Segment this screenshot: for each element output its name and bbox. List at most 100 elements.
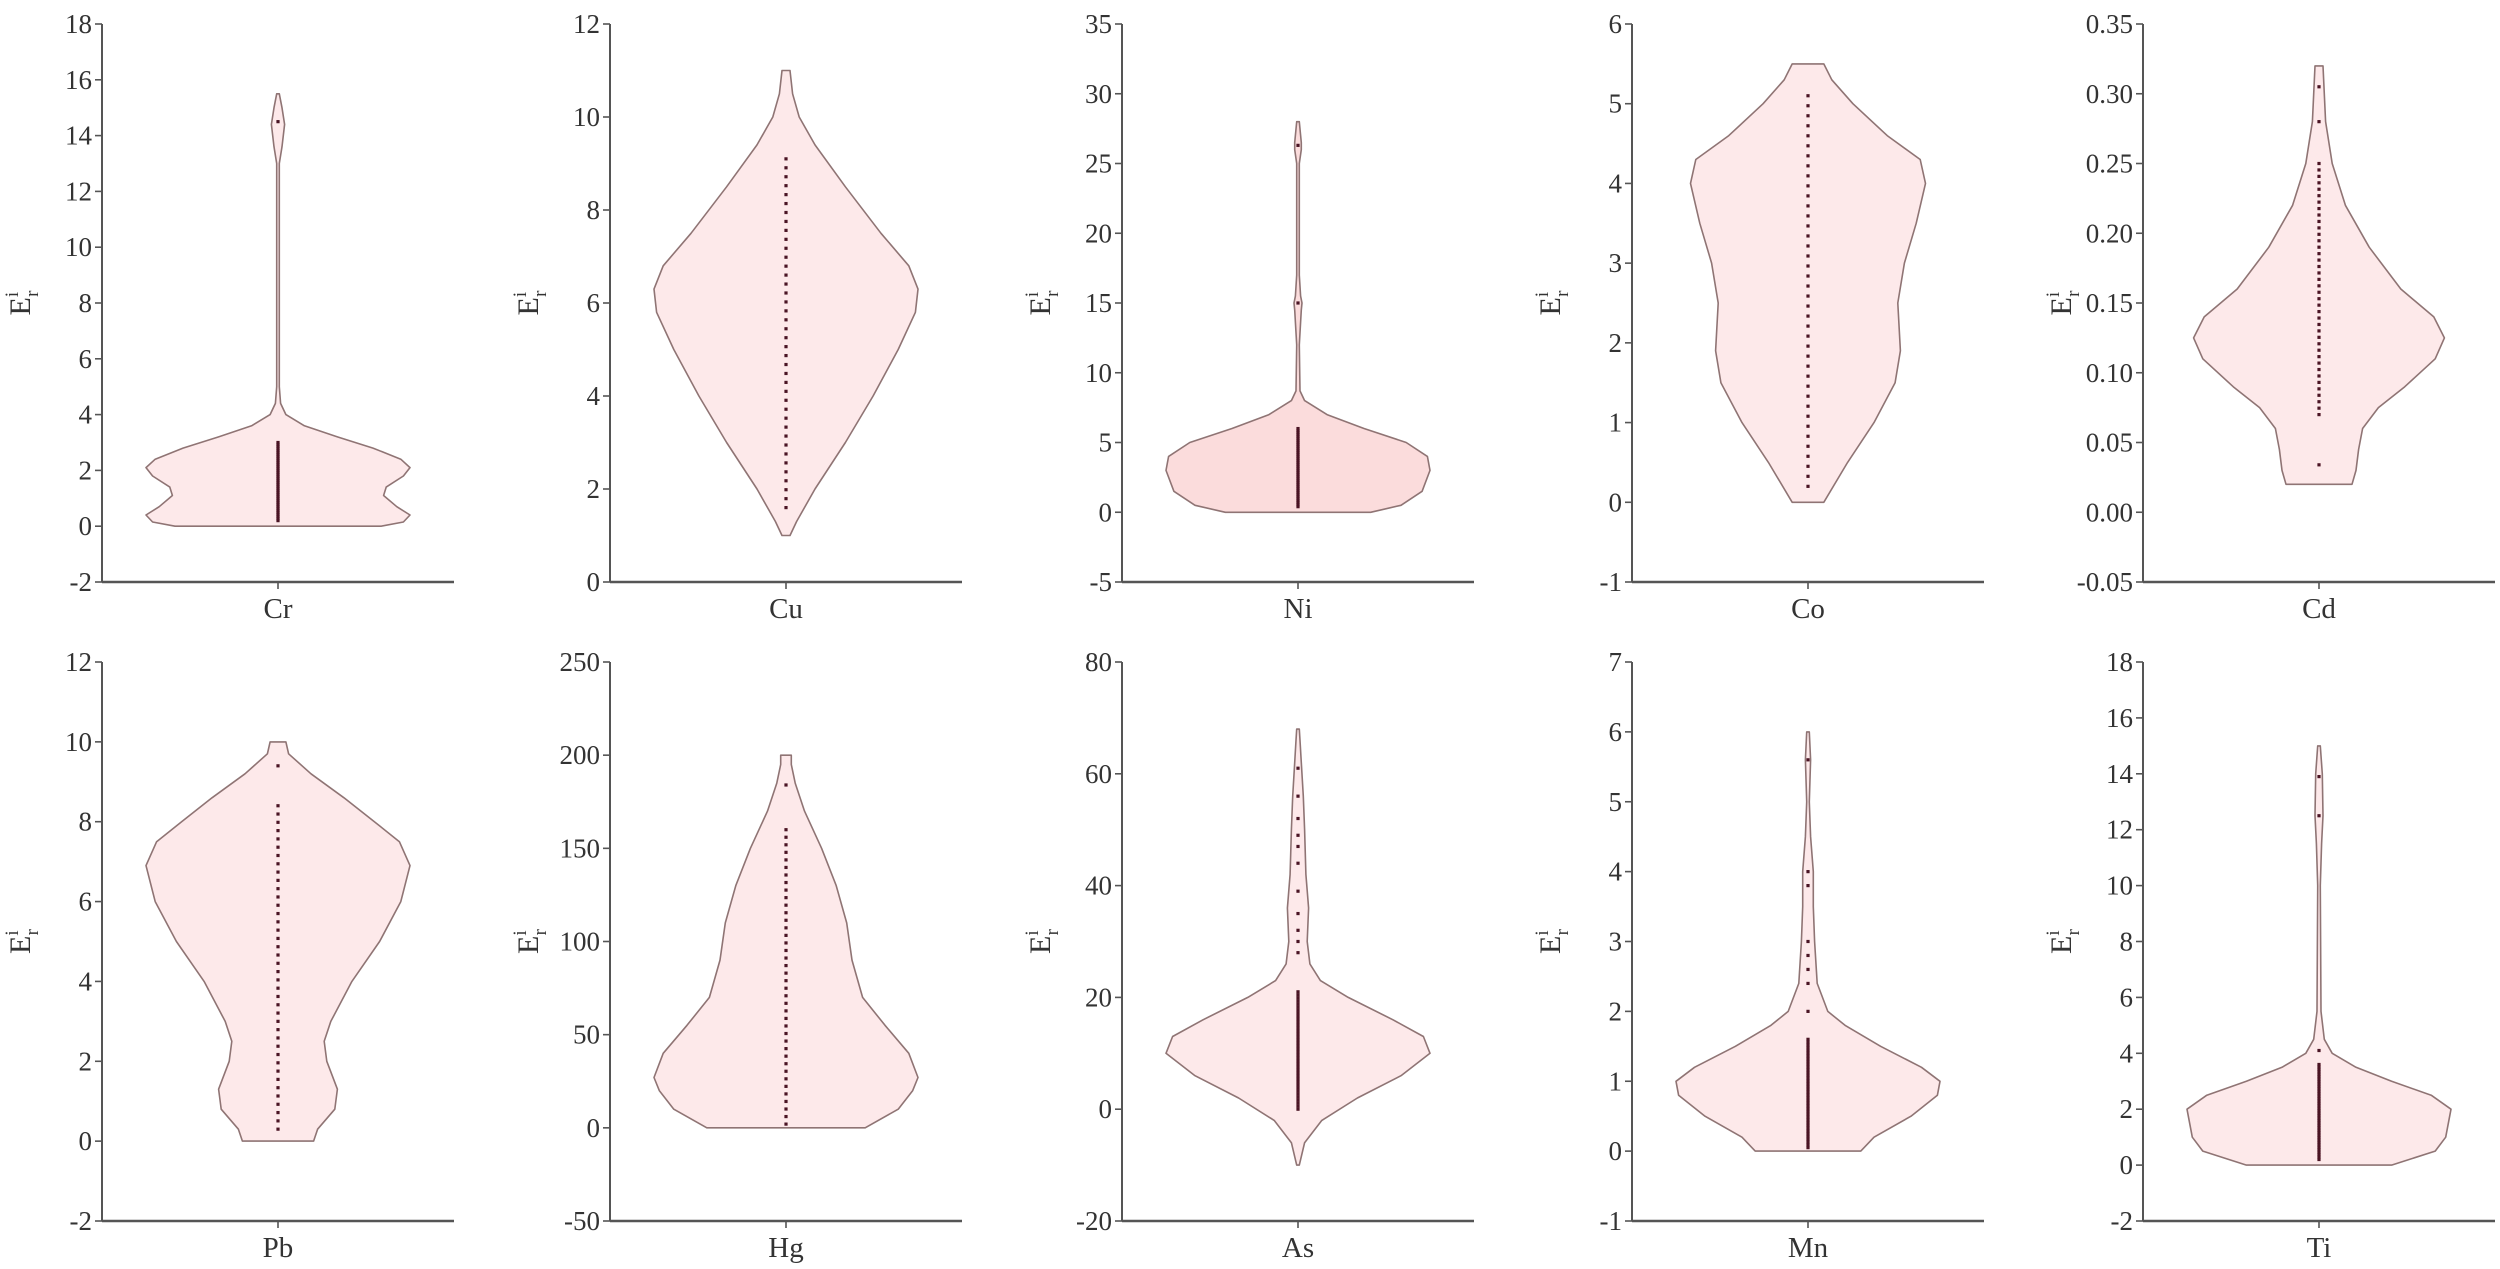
violin-panel-hg: -50 0 50 100 150 200 250 Hg Eir: [510, 647, 962, 1264]
y-tick-label: 4: [1609, 857, 1623, 887]
x-category-label: Cd: [2302, 593, 2336, 625]
x-category-label: Pb: [263, 1232, 294, 1264]
y-axis-label: Eir: [1532, 290, 1573, 316]
data-points: [276, 120, 280, 523]
y-tick-label: 18: [65, 9, 92, 39]
data-points: [1806, 758, 1810, 1150]
y-tick-label: 10: [2106, 871, 2133, 901]
data-points: [2317, 774, 2321, 1162]
y-tick-label: 4: [79, 966, 93, 996]
violin-panel-ni: -5 0 5 10 15 20 25 30 35 Ni Eir: [1022, 9, 1474, 625]
y-tick-label: 80: [1085, 647, 1112, 677]
violin-panel-pb: -2 0 2 4 6 8 10 12 Pb Eir: [2, 647, 454, 1264]
violin-body: [1165, 728, 1431, 1166]
y-tick-label: 12: [65, 647, 92, 677]
violin-panel-cd: -0.05 0.00 0.05 0.10 0.15 0.20 0.25 0.30 0.35 Cd E…: [2043, 9, 2495, 625]
y-tick-label: -1: [1600, 1206, 1623, 1236]
y-tick-label: 6: [79, 344, 93, 374]
y-tick-label: 16: [2106, 703, 2133, 733]
y-tick-label: 5: [1609, 89, 1623, 119]
violin-body: [1165, 120, 1431, 514]
y-tick-label: 0.00: [2086, 497, 2133, 527]
x-category-label: Mn: [1788, 1232, 1829, 1264]
violin-body: [145, 93, 411, 527]
y-axis-label: Eir: [510, 928, 551, 954]
y-tick-label: 18: [2106, 647, 2133, 677]
y-axis-label: Eir: [1022, 928, 1063, 954]
y-tick-label: 0: [1609, 487, 1623, 517]
y-tick-label: 3: [1609, 927, 1623, 957]
data-points: [1296, 143, 1300, 509]
violin-body: [2192, 65, 2446, 486]
y-tick-label: 0: [79, 511, 93, 541]
y-tick-label: 4: [79, 400, 93, 430]
data-points: [784, 157, 788, 510]
y-tick-label: 2: [79, 1046, 93, 1076]
y-tick-label: 2: [587, 474, 601, 504]
violin-panel-as: -20 0 20 40 60 80 As Eir: [1022, 647, 1474, 1264]
y-tick-label: 0.15: [2086, 288, 2133, 318]
y-tick-label: 0.20: [2086, 218, 2133, 248]
y-tick-label: -0.05: [2077, 567, 2133, 597]
data-points: [1296, 766, 1300, 1111]
y-tick-label: 10: [65, 232, 92, 262]
y-tick-label: 10: [1085, 358, 1112, 388]
y-tick-label: 2: [1609, 996, 1623, 1026]
y-tick-label: 0: [1099, 497, 1113, 527]
y-tick-label: 0.25: [2086, 149, 2133, 179]
y-tick-label: 2: [79, 455, 93, 485]
violin-panel-mn: -1 0 1 2 3 4 5 6 7 Mn Eir: [1532, 647, 1984, 1264]
y-tick-label: 20: [1085, 218, 1112, 248]
y-tick-label: -2: [70, 567, 93, 597]
y-tick-label: 6: [1609, 717, 1623, 747]
x-category-label: Co: [1791, 593, 1825, 625]
y-tick-label: 200: [560, 740, 601, 770]
y-tick-label: 1: [1609, 1066, 1623, 1096]
data-points: [2317, 85, 2321, 467]
y-tick-label: 4: [1609, 168, 1623, 198]
y-axis-label: Eir: [510, 290, 551, 316]
violin-panel-cu: 0 2 4 6 8 10 12 Cu Eir: [510, 9, 962, 625]
y-tick-label: 0: [1099, 1094, 1113, 1124]
y-axis-label: Eir: [1022, 290, 1063, 316]
y-tick-label: 14: [2106, 759, 2134, 789]
y-tick-label: 35: [1085, 9, 1112, 39]
y-tick-label: 5: [1099, 428, 1113, 458]
violin-panel-cr: -2 0 2 4 6 8 10 12 14 16 18 Cr Eir: [2, 9, 454, 625]
y-axis-label: Eir: [2, 928, 43, 954]
y-tick-label: 8: [587, 195, 601, 225]
data-points: [276, 764, 280, 1131]
y-tick-label: 0: [587, 567, 601, 597]
data-points: [784, 783, 788, 1126]
y-tick-label: 4: [587, 381, 601, 411]
y-tick-label: 8: [2120, 927, 2134, 957]
x-category-label: Ti: [2307, 1232, 2332, 1264]
y-tick-label: 2: [1609, 328, 1623, 358]
y-tick-label: 0.10: [2086, 358, 2133, 388]
y-axis-label: Eir: [2043, 290, 2084, 316]
x-category-label: As: [1282, 1232, 1314, 1264]
y-tick-label: 15: [1085, 288, 1112, 318]
x-category-label: Ni: [1284, 593, 1313, 625]
violin-panel-co: -1 0 1 2 3 4 5 6 Co Eir: [1532, 9, 1984, 625]
y-tick-label: 6: [1609, 9, 1623, 39]
y-tick-label: 25: [1085, 149, 1112, 179]
y-tick-label: 60: [1085, 759, 1112, 789]
y-tick-label: 6: [587, 288, 601, 318]
y-tick-label: -2: [70, 1206, 93, 1236]
y-tick-label: 10: [573, 102, 600, 132]
y-tick-label: 150: [560, 833, 601, 863]
y-tick-label: 0: [587, 1113, 601, 1143]
y-axis-label: Eir: [2, 290, 43, 316]
y-tick-label: 0: [2120, 1150, 2134, 1180]
y-tick-label: 20: [1085, 982, 1112, 1012]
y-axis-label: Eir: [1532, 928, 1573, 954]
y-tick-label: 12: [2106, 815, 2133, 845]
y-tick-label: 14: [65, 121, 93, 151]
y-tick-label: 0: [79, 1126, 93, 1156]
y-tick-label: 6: [79, 887, 93, 917]
y-tick-label: 4: [2120, 1038, 2134, 1068]
x-category-label: Cu: [769, 593, 803, 625]
y-tick-label: -50: [564, 1206, 600, 1236]
